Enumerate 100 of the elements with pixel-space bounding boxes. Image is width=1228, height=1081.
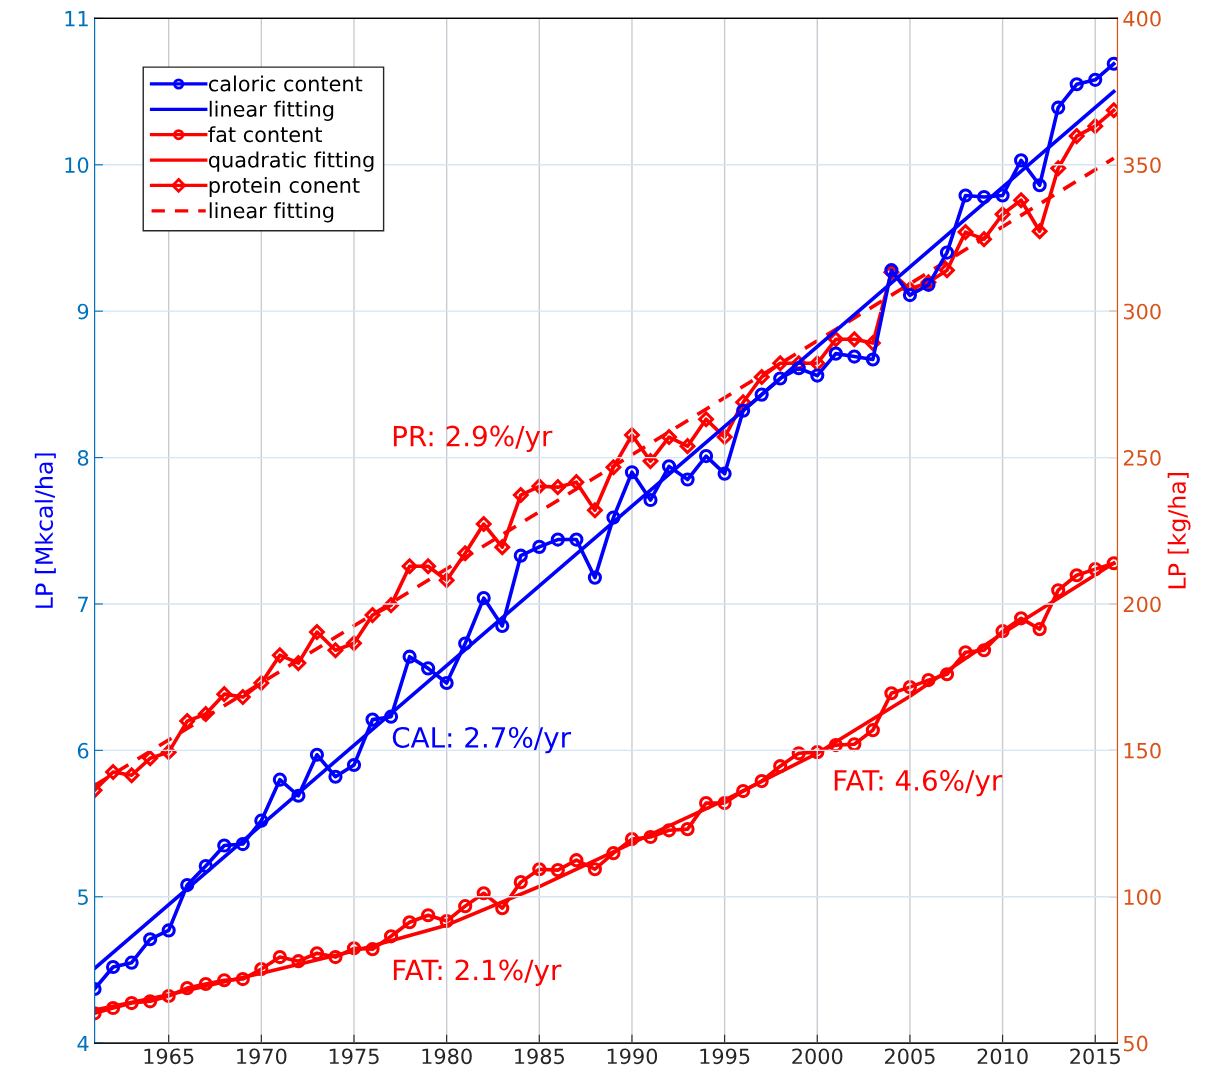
y-tick-label: 4 [77, 1035, 89, 1052]
point [994, 206, 1011, 223]
point [180, 877, 195, 893]
point [402, 649, 417, 664]
point [827, 331, 844, 348]
point [902, 680, 918, 695]
point [309, 946, 325, 961]
point [773, 371, 788, 386]
point [995, 188, 1010, 203]
point [1051, 583, 1066, 598]
point [884, 686, 899, 701]
point [661, 459, 677, 474]
point [234, 689, 251, 705]
point [550, 532, 565, 547]
point [1051, 100, 1066, 115]
point [513, 548, 528, 563]
point [736, 783, 751, 799]
point [1032, 622, 1047, 637]
point [939, 245, 955, 260]
point [1069, 77, 1084, 92]
point [532, 539, 547, 554]
point [624, 465, 640, 480]
point [661, 429, 677, 445]
y2-tick-label: 150 [1124, 742, 1161, 759]
y-axis-title: LP [Mkcal/ha] [34, 453, 56, 608]
point [976, 643, 992, 658]
point [235, 836, 250, 852]
point [957, 224, 974, 241]
point [402, 915, 417, 930]
point [291, 954, 306, 969]
point [401, 558, 418, 575]
point [791, 746, 806, 761]
point [754, 774, 769, 789]
annotation: CAL: 2.7%/yr [392, 726, 572, 754]
legend-label: quadratic fitting [208, 151, 374, 172]
point [421, 908, 436, 923]
point [772, 355, 789, 372]
x-tick-label: 1990 [607, 1048, 658, 1065]
point [217, 973, 232, 988]
point [328, 950, 343, 965]
point [550, 863, 565, 878]
point [383, 929, 399, 944]
point [680, 472, 695, 487]
x-tick-label: 1975 [329, 1048, 379, 1065]
annotation: FAT: 2.1%/yr [393, 959, 562, 986]
point [124, 955, 139, 970]
point [624, 427, 640, 443]
legend-label: protein conent [209, 176, 360, 198]
y-tick-label: 9 [77, 303, 89, 320]
point [365, 712, 380, 727]
point [569, 853, 584, 868]
point [383, 709, 399, 724]
point [679, 438, 696, 455]
point [494, 539, 511, 556]
point [698, 411, 714, 428]
legend-label: fat content [208, 126, 322, 143]
point [254, 813, 269, 828]
y2-tick-label: 100 [1124, 889, 1161, 905]
point [847, 349, 862, 364]
point [458, 899, 473, 914]
y-tick-label: 8 [77, 450, 89, 466]
y2-axis-title: LP [kg/ha] [1167, 473, 1191, 589]
point [161, 923, 176, 938]
point [439, 913, 454, 929]
point [549, 479, 566, 496]
point [328, 769, 343, 784]
point [773, 759, 788, 774]
point [865, 352, 880, 367]
point [272, 772, 287, 787]
point [291, 788, 306, 803]
point [1068, 128, 1085, 144]
point [586, 502, 603, 519]
point [198, 976, 213, 992]
point [736, 403, 751, 418]
point [197, 706, 214, 722]
y2-tick-label: 50 [1123, 1035, 1148, 1052]
point [124, 995, 139, 1011]
point [976, 189, 992, 205]
x-tick-label: 2000 [792, 1048, 843, 1065]
point [346, 757, 362, 773]
point [661, 823, 677, 838]
point [532, 862, 547, 877]
y-tick-label: 11 [65, 11, 88, 27]
point [939, 262, 955, 279]
point [272, 950, 287, 965]
legend-label: linear fitting [209, 202, 334, 223]
annotation: FAT: 4.6%/yr [834, 769, 1003, 797]
point [512, 487, 529, 503]
y2-tick-label: 350 [1123, 157, 1161, 173]
point [699, 795, 714, 811]
point [642, 453, 659, 469]
point [1013, 192, 1030, 209]
y-tick-label: 10 [65, 157, 89, 173]
point [476, 886, 491, 901]
point [1088, 72, 1103, 87]
point [828, 346, 843, 361]
point [605, 459, 622, 476]
x-tick-label: 2010 [977, 1048, 1028, 1065]
point [1032, 178, 1047, 193]
x-tick-label: 2015 [1070, 1048, 1120, 1065]
